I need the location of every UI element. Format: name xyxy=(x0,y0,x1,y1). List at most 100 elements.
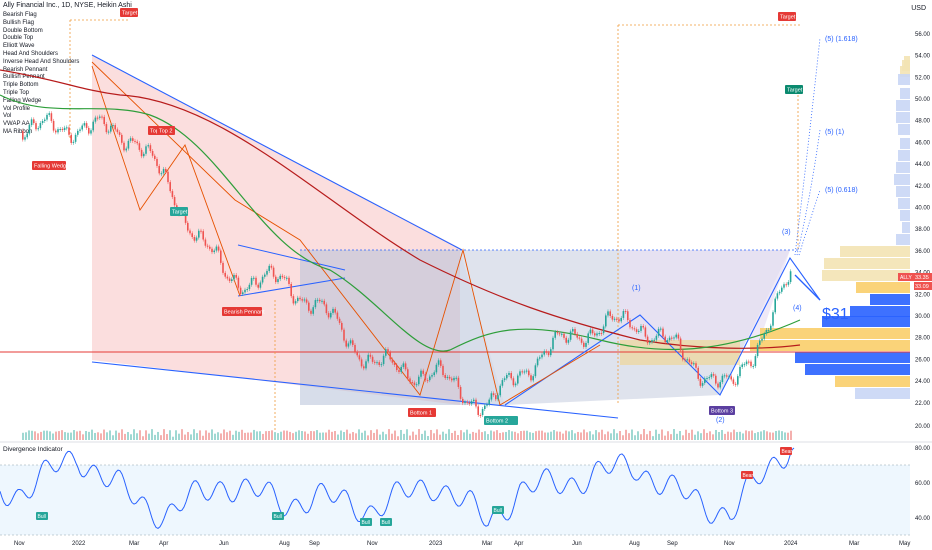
candle xyxy=(715,375,717,384)
volume-bar xyxy=(478,429,480,440)
volume-bar xyxy=(304,431,306,440)
candle xyxy=(580,338,583,343)
candle xyxy=(63,127,66,131)
volume-bar xyxy=(268,431,270,440)
candle xyxy=(730,376,732,380)
candle xyxy=(466,401,468,403)
volume-bar xyxy=(79,430,81,440)
x-tick-label: Mar xyxy=(129,541,139,547)
candle xyxy=(233,274,235,280)
candle xyxy=(308,302,310,311)
legend-item[interactable]: MA Ribbon xyxy=(3,128,33,135)
volume-bar xyxy=(346,429,348,440)
legend-item[interactable]: Head And Shoulders xyxy=(3,50,59,57)
volume-bar xyxy=(277,433,279,440)
candle xyxy=(426,380,429,382)
legend-item[interactable]: Elliott Wave xyxy=(3,43,35,50)
candle xyxy=(561,333,563,335)
candle xyxy=(305,299,308,303)
wave-label: (1) xyxy=(632,285,641,292)
candle xyxy=(624,311,627,313)
candle xyxy=(781,287,783,292)
candle xyxy=(220,250,222,263)
candle xyxy=(363,366,365,369)
candle xyxy=(785,284,787,286)
legend-item[interactable]: Bearish Flag xyxy=(3,12,37,18)
pattern-outline xyxy=(91,65,241,297)
volume-bar xyxy=(367,435,369,440)
legend-item[interactable]: VWAP AA xyxy=(3,121,30,128)
legend-item[interactable]: Double Bottom xyxy=(3,27,43,34)
volume-bar xyxy=(760,431,762,440)
candle xyxy=(343,329,345,341)
volume-profile-bar xyxy=(894,174,910,185)
volume-bar xyxy=(151,429,153,440)
candle xyxy=(490,393,493,400)
price-tick-label: 30.00 xyxy=(915,314,931,320)
volume-bar xyxy=(748,431,750,440)
candle xyxy=(600,333,603,335)
volume-bar xyxy=(730,432,732,440)
volume-profile-bar xyxy=(902,222,910,233)
legend-item[interactable]: Vol Profile xyxy=(3,105,31,112)
candle xyxy=(545,351,548,353)
pattern-label: Target xyxy=(780,15,796,21)
legend-item[interactable]: Falling Wedge xyxy=(3,97,42,104)
volume-bar xyxy=(634,435,636,440)
volume-bar xyxy=(541,430,543,440)
candle xyxy=(116,129,119,133)
candle xyxy=(396,364,398,371)
candle xyxy=(400,366,402,373)
candle xyxy=(552,337,554,350)
candle xyxy=(299,297,301,300)
legend-item[interactable]: Triple Bottom xyxy=(3,82,39,89)
candle xyxy=(422,370,424,374)
candle xyxy=(283,277,286,279)
candle xyxy=(110,125,112,132)
volume-bar xyxy=(583,429,585,440)
volume-bar xyxy=(184,434,186,440)
volume-profile-bar xyxy=(840,246,910,257)
price-tag-ticker xyxy=(898,273,914,281)
volume-bar xyxy=(205,430,207,440)
candle xyxy=(61,128,64,131)
x-tick-label: May xyxy=(899,541,910,547)
legend-item[interactable]: Triple Top xyxy=(3,89,30,96)
volume-bar xyxy=(448,429,450,440)
volume-bar xyxy=(148,433,150,440)
volume-profile-bar xyxy=(795,352,910,363)
legend-item[interactable]: Bearish Pennant xyxy=(3,66,48,73)
candle xyxy=(347,343,350,347)
legend-item[interactable]: Vol xyxy=(3,113,12,120)
volume-bar xyxy=(769,432,771,440)
volume-bar xyxy=(526,430,528,440)
legend-item[interactable]: Double Top xyxy=(3,35,34,42)
divergence-indicator-line xyxy=(0,447,795,529)
legend-item[interactable]: Bullish Flag xyxy=(3,19,35,26)
volume-bar xyxy=(550,431,552,440)
candle xyxy=(44,119,46,122)
candle xyxy=(704,378,706,384)
volume-bar xyxy=(436,429,438,440)
candle xyxy=(239,287,242,294)
trendline xyxy=(91,361,619,419)
volume-bar xyxy=(124,433,126,440)
candle xyxy=(563,333,565,338)
legend-item[interactable]: Bullish Pennant xyxy=(3,74,45,81)
candle xyxy=(787,282,790,285)
divergence-label: Bull xyxy=(274,514,282,520)
volume-bar xyxy=(670,434,672,440)
candle xyxy=(365,361,367,369)
legend-item[interactable]: Inverse Head And Shoulders xyxy=(3,58,80,65)
volume-bar xyxy=(679,431,681,440)
volume-bar xyxy=(418,429,420,440)
volume-bar xyxy=(742,433,744,440)
volume-bar xyxy=(472,431,474,440)
candle xyxy=(767,329,770,331)
candle xyxy=(697,367,699,379)
volume-bar xyxy=(433,433,435,440)
chart-title: Ally Financial Inc., 1D, NYSE, Heikin As… xyxy=(3,2,132,9)
candle xyxy=(528,370,530,376)
volume-bar xyxy=(187,432,189,440)
